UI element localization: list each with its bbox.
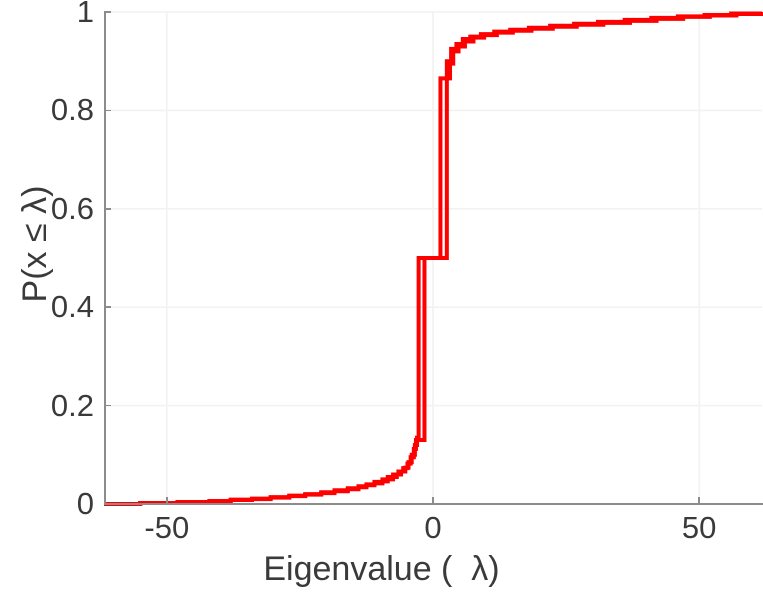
x-axis-label: Eigenvalue ( λ) <box>263 550 500 588</box>
x-tick-mark <box>698 497 700 504</box>
y-tick-mark <box>104 11 111 13</box>
cdf-curve-2 <box>104 11 763 506</box>
y-tick-mark <box>104 306 111 308</box>
y-axis-label: P(x ≤ λ) <box>16 185 54 303</box>
gridlines <box>104 11 762 504</box>
y-axis-label-wrapper: P(x ≤ λ) <box>13 84 57 404</box>
y-tick-label: 0 <box>76 486 94 521</box>
y-tick-mark <box>104 109 111 112</box>
cdf-curves <box>104 11 763 506</box>
y-tick-label: 0.2 <box>50 387 94 423</box>
y-tick-label: 0.4 <box>50 289 94 325</box>
y-tick-mark <box>104 208 111 210</box>
x-tick-mark <box>166 497 168 504</box>
y-tick-label: 0.6 <box>50 190 94 226</box>
x-tick-mark <box>432 497 434 504</box>
x-tick-label: 50 <box>681 510 717 545</box>
y-tick-label: 1 <box>76 0 94 29</box>
y-tick-label: 0.8 <box>50 92 94 128</box>
y-axis-line <box>104 12 106 505</box>
x-tick-label: -50 <box>144 510 190 545</box>
y-tick-mark <box>104 404 111 407</box>
y-tick-mark <box>104 503 111 505</box>
plot-area <box>104 11 763 506</box>
x-tick-label: 0 <box>424 510 442 545</box>
